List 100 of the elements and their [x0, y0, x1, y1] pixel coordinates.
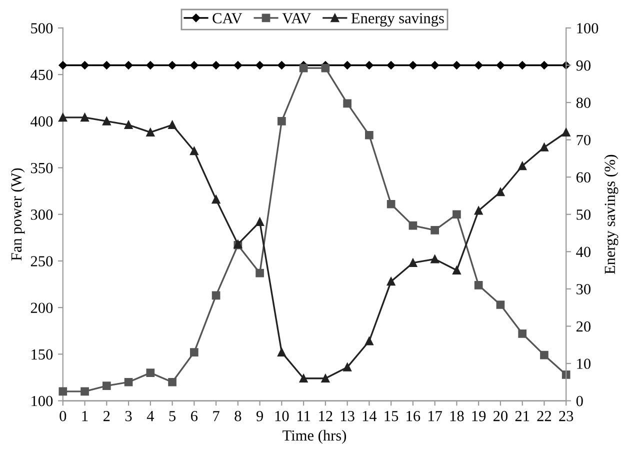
y2-tick-label: 70: [576, 134, 591, 146]
point: [343, 61, 352, 70]
y2-tick-label: 50: [576, 210, 591, 220]
y2-axis-title: Energy savings (%): [604, 154, 618, 274]
point: [365, 336, 374, 346]
x-tick-label: 9: [256, 410, 263, 422]
y-axis-title: Fan power (W): [10, 168, 25, 261]
y-tick-label: 400: [30, 116, 53, 127]
x-tick-label: 12: [319, 410, 332, 422]
point: [278, 61, 286, 70]
point: [299, 64, 308, 72]
y2-tick-label: 90: [576, 60, 591, 71]
point: [102, 61, 111, 70]
x-axis-title: Time (hrs): [282, 430, 346, 444]
point: [190, 61, 198, 70]
point: [58, 387, 68, 396]
x-tick-label: 20: [493, 410, 508, 422]
point: [343, 363, 352, 372]
y-tick-label: 350: [30, 162, 53, 174]
y-tick-label: 300: [30, 210, 53, 220]
point: [474, 61, 483, 70]
legend-label: Energy savings: [351, 13, 444, 27]
point: [256, 61, 264, 70]
point: [234, 61, 242, 70]
x-tick-label: 18: [450, 410, 464, 422]
y2-tick-label: 10: [577, 358, 591, 369]
x-tick-label: 14: [362, 411, 377, 422]
point: [168, 378, 176, 386]
point: [408, 258, 418, 267]
point: [452, 61, 461, 70]
x-tick-label: 23: [559, 410, 574, 422]
point: [408, 61, 418, 70]
point: [278, 348, 286, 356]
point: [540, 61, 548, 70]
point: [58, 61, 68, 70]
x-tick-label: 13: [341, 410, 354, 422]
point: [474, 281, 483, 290]
point: [256, 218, 264, 226]
point: [452, 266, 461, 274]
y-tick-label: 100: [32, 396, 53, 406]
point: [168, 120, 176, 130]
point: [124, 120, 133, 130]
x-tick-label: 2: [104, 410, 110, 422]
point: [430, 226, 439, 234]
point: [212, 195, 220, 204]
point: [474, 206, 483, 215]
point: [430, 254, 439, 264]
point: [386, 61, 396, 70]
x-tick-label: 11: [298, 411, 310, 422]
y2-tick-label: 0: [576, 396, 583, 406]
point: [299, 374, 308, 383]
point: [518, 61, 526, 70]
y-tick-label: 450: [30, 70, 53, 80]
point: [452, 210, 461, 219]
point: [343, 99, 352, 108]
x-tick-label: 21: [515, 410, 530, 422]
point: [102, 116, 111, 126]
point: [321, 64, 330, 72]
point: [496, 61, 505, 70]
point: [168, 61, 176, 70]
point: [146, 61, 155, 70]
x-tick-label: 16: [406, 410, 420, 422]
point: [540, 143, 548, 152]
point: [80, 113, 89, 122]
y2-tick-label: 30: [576, 284, 591, 294]
point: [212, 291, 220, 300]
point: [278, 116, 286, 126]
x-tick-label: 17: [428, 411, 442, 422]
x-tick-label: 3: [125, 410, 132, 422]
x-tick-label: 7: [213, 411, 220, 422]
point: [146, 368, 155, 377]
y-tick-label: 250: [30, 256, 53, 266]
y2-tick-label: 60: [576, 172, 591, 183]
x-tick-label: 0: [60, 410, 66, 422]
x-tick-label: 22: [537, 410, 552, 422]
legend-label: VAV: [282, 13, 312, 24]
point: [518, 329, 527, 338]
point: [365, 61, 374, 70]
y2-tick-label: 20: [576, 321, 591, 332]
y2-tick-label: 40: [576, 246, 591, 258]
x-tick-label: 19: [472, 410, 486, 422]
y-tick-label: 500: [31, 23, 53, 34]
point: [386, 277, 396, 286]
x-tick-label: 1: [82, 411, 88, 422]
point: [58, 113, 68, 122]
y2-tick-label: 100: [577, 23, 598, 34]
point: [518, 162, 527, 170]
point: [408, 221, 418, 230]
point: [365, 130, 374, 140]
point: [256, 268, 264, 278]
point: [562, 128, 570, 137]
point: [190, 146, 198, 156]
point: [430, 61, 439, 70]
point: [146, 128, 155, 137]
x-tick-label: 6: [191, 410, 198, 422]
point: [80, 387, 89, 396]
point: [496, 300, 505, 309]
point: [80, 61, 89, 70]
point: [540, 350, 548, 360]
x-tick-label: 8: [234, 410, 242, 422]
